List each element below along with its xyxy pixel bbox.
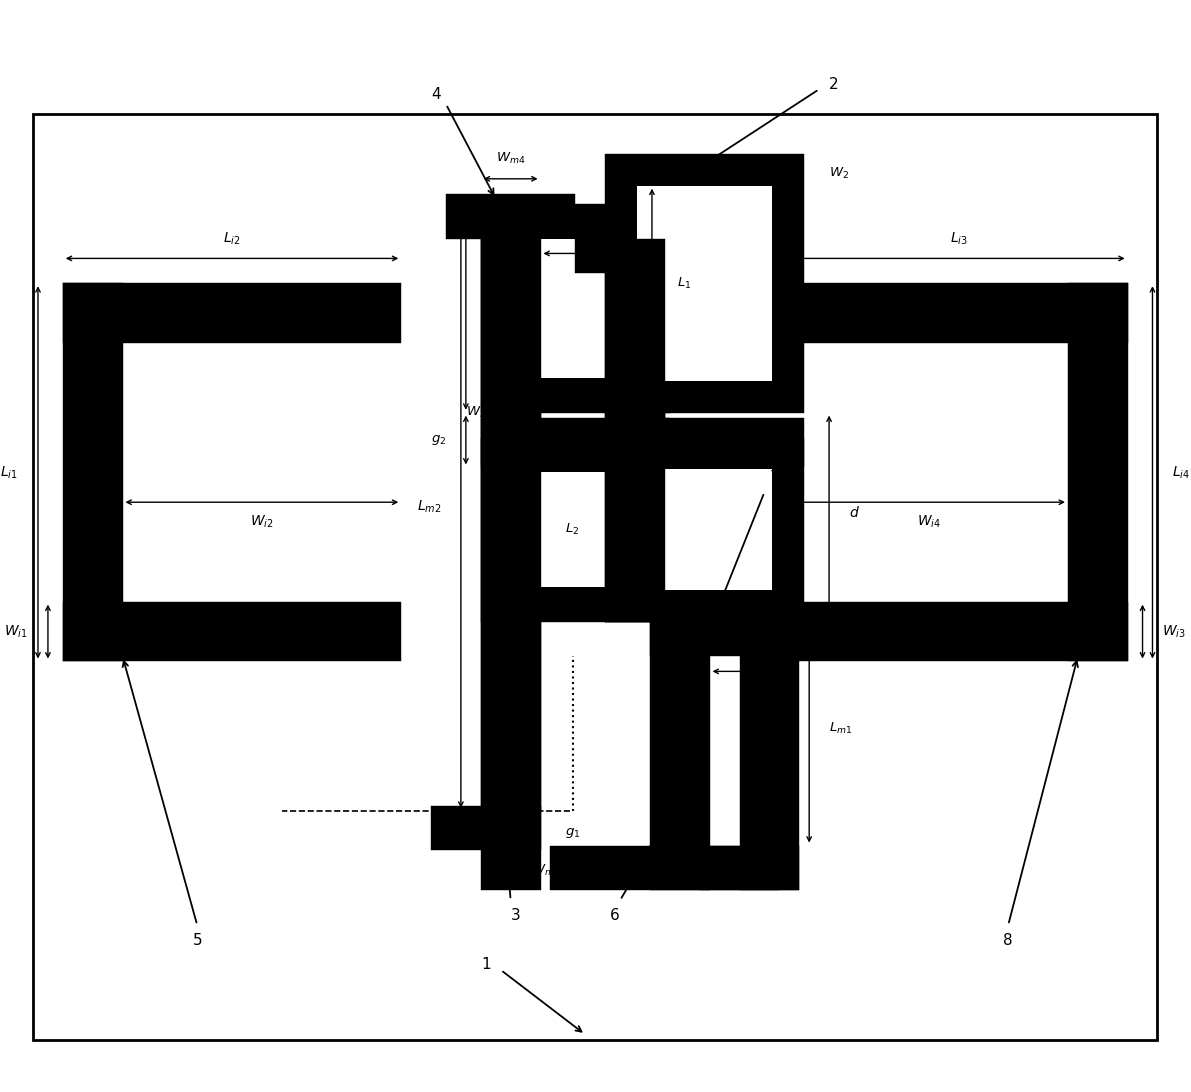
Bar: [481, 204, 669, 413]
Bar: [580, 845, 779, 890]
Text: $d$: $d$: [849, 505, 860, 520]
Bar: [481, 204, 541, 810]
Text: $W_2$: $W_2$: [829, 166, 849, 181]
Bar: [700, 845, 799, 890]
Text: 6: 6: [610, 907, 621, 923]
Text: $W_{i2}$: $W_{i2}$: [250, 514, 274, 531]
Bar: [63, 283, 401, 343]
Text: $L_{i2}$: $L_{i2}$: [223, 230, 241, 247]
Text: $L_{i1}$: $L_{i1}$: [0, 464, 18, 480]
Bar: [575, 228, 694, 273]
Text: $L_{m2}$: $L_{m2}$: [417, 499, 441, 515]
Bar: [790, 283, 1128, 343]
Text: $W_{i4}$: $W_{i4}$: [917, 514, 941, 531]
Bar: [605, 154, 804, 413]
Bar: [637, 186, 772, 381]
Text: $L_{m1}$: $L_{m1}$: [829, 721, 853, 736]
Text: $g_2$: $g_2$: [431, 434, 445, 447]
Text: 8: 8: [1003, 933, 1014, 948]
Bar: [431, 806, 541, 851]
Text: 1: 1: [481, 958, 491, 973]
Text: $L_{m5}$: $L_{m5}$: [743, 684, 766, 699]
Bar: [790, 602, 1128, 662]
Bar: [481, 417, 669, 467]
Text: 2: 2: [829, 76, 838, 92]
Text: $g_1$: $g_1$: [566, 826, 580, 840]
Text: 7: 7: [769, 470, 779, 485]
Bar: [33, 115, 1158, 1040]
Bar: [63, 283, 123, 662]
Text: $L_2$: $L_2$: [566, 522, 580, 537]
Text: 5: 5: [193, 933, 202, 948]
Bar: [445, 193, 575, 238]
Text: $L_1$: $L_1$: [676, 276, 691, 290]
Bar: [605, 438, 804, 621]
Text: $W_{m4}$: $W_{m4}$: [495, 152, 525, 166]
Bar: [605, 238, 665, 621]
Text: $L_{m3}$: $L_{m3}$: [576, 221, 599, 236]
Bar: [481, 810, 541, 890]
Bar: [516, 238, 635, 378]
Bar: [650, 617, 710, 890]
Bar: [550, 845, 580, 890]
Bar: [481, 438, 669, 621]
Bar: [605, 417, 804, 467]
Bar: [637, 470, 772, 590]
Bar: [1068, 283, 1128, 662]
Bar: [605, 238, 665, 621]
Text: 3: 3: [511, 907, 520, 923]
Bar: [516, 473, 635, 586]
Text: 4: 4: [431, 86, 441, 102]
Bar: [481, 204, 541, 810]
Text: $W_{m1}$: $W_{m1}$: [530, 863, 560, 878]
Bar: [63, 602, 401, 662]
Bar: [740, 612, 799, 890]
Bar: [650, 612, 799, 656]
Text: $W_{i1}$: $W_{i1}$: [5, 624, 29, 640]
Text: $W_{m2}$: $W_{m2}$: [466, 405, 495, 420]
Text: $W_{m3}$: $W_{m3}$: [755, 689, 784, 704]
Text: $L_{i3}$: $L_{i3}$: [949, 230, 967, 247]
Text: $W_{i3}$: $W_{i3}$: [1162, 624, 1186, 640]
Text: $W_1$: $W_1$: [511, 572, 531, 587]
Text: $L_{i4}$: $L_{i4}$: [1172, 464, 1190, 480]
